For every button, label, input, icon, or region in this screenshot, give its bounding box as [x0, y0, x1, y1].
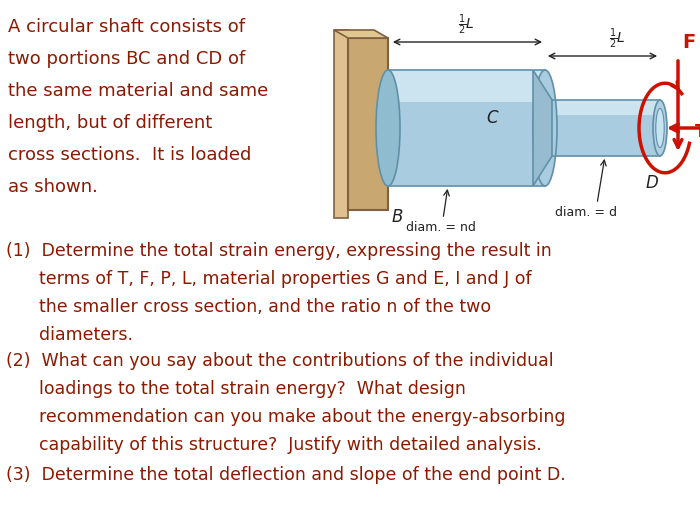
Text: terms of T, F, P, L, material properties G and E, I and J of: terms of T, F, P, L, material properties… — [6, 270, 531, 288]
Ellipse shape — [533, 70, 557, 186]
Bar — [334, 30, 348, 218]
Bar — [348, 38, 388, 210]
Polygon shape — [533, 70, 552, 186]
Text: D: D — [645, 174, 659, 192]
Bar — [388, 157, 545, 186]
Text: T: T — [695, 123, 700, 141]
Bar — [552, 100, 660, 156]
Bar — [552, 142, 660, 156]
Text: $\frac{1}{2}L$: $\frac{1}{2}L$ — [609, 27, 626, 51]
Text: C: C — [486, 109, 498, 127]
Text: capability of this structure?  Justify with detailed analysis.: capability of this structure? Justify wi… — [6, 436, 542, 454]
Text: diam. = d: diam. = d — [555, 206, 617, 219]
Ellipse shape — [653, 100, 667, 156]
Text: $\frac{1}{2}L$: $\frac{1}{2}L$ — [458, 13, 475, 37]
Text: recommendation can you make about the energy-absorbing: recommendation can you make about the en… — [6, 408, 566, 426]
Text: the smaller cross section, and the ratio n of the two: the smaller cross section, and the ratio… — [6, 298, 491, 316]
Text: (2)  What can you say about the contributions of the individual: (2) What can you say about the contribut… — [6, 352, 554, 370]
Bar — [388, 70, 545, 102]
Ellipse shape — [656, 109, 664, 147]
Text: the same material and same: the same material and same — [8, 82, 268, 100]
Text: (1)  Determine the total strain energy, expressing the result in: (1) Determine the total strain energy, e… — [6, 242, 552, 260]
Text: two portions BC and CD of: two portions BC and CD of — [8, 50, 245, 68]
Text: (3)  Determine the total deflection and slope of the end point D.: (3) Determine the total deflection and s… — [6, 466, 566, 484]
Text: F: F — [682, 33, 695, 53]
Text: B: B — [392, 208, 403, 226]
Text: loadings to the total strain energy?  What design: loadings to the total strain energy? Wha… — [6, 380, 466, 398]
Bar — [388, 70, 545, 186]
Polygon shape — [334, 30, 388, 38]
Text: A circular shaft consists of: A circular shaft consists of — [8, 18, 245, 36]
Text: as shown.: as shown. — [8, 178, 98, 196]
Text: length, but of different: length, but of different — [8, 114, 212, 132]
Text: diameters.: diameters. — [6, 326, 133, 344]
Text: cross sections.  It is loaded: cross sections. It is loaded — [8, 146, 251, 164]
Bar — [552, 100, 660, 116]
Ellipse shape — [376, 70, 400, 186]
Text: diam. = nd: diam. = nd — [406, 221, 476, 234]
